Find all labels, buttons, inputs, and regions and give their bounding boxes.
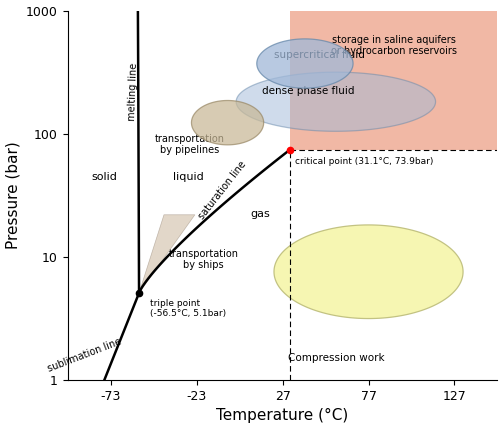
Text: triple point
(-56.5°C, 5.1bar): triple point (-56.5°C, 5.1bar): [150, 299, 226, 318]
Polygon shape: [274, 225, 463, 319]
Text: Compression work: Compression work: [288, 353, 384, 363]
Text: dense phase fluid: dense phase fluid: [262, 86, 355, 96]
Text: liquid: liquid: [173, 172, 203, 182]
Text: supercritical fluid: supercritical fluid: [274, 50, 365, 60]
X-axis label: Temperature (°C): Temperature (°C): [216, 408, 349, 423]
Polygon shape: [192, 100, 264, 145]
Polygon shape: [236, 72, 436, 131]
Text: saturation line: saturation line: [197, 159, 248, 221]
Polygon shape: [139, 215, 195, 293]
Text: sublimation line: sublimation line: [47, 336, 123, 374]
Text: transportation
by ships: transportation by ships: [169, 249, 238, 271]
Bar: [290, 11, 497, 150]
Text: storage in saline aquifers
or hydrocarbon reservoirs: storage in saline aquifers or hydrocarbo…: [331, 35, 457, 56]
Text: solid: solid: [92, 172, 118, 182]
Y-axis label: Pressure (bar): Pressure (bar): [6, 142, 21, 249]
Text: transportation
by pipelines: transportation by pipelines: [155, 133, 225, 155]
Text: melting line: melting line: [127, 62, 139, 121]
Polygon shape: [257, 39, 353, 88]
Text: critical point (31.1°C, 73.9bar): critical point (31.1°C, 73.9bar): [295, 157, 433, 166]
Text: gas: gas: [250, 209, 270, 219]
